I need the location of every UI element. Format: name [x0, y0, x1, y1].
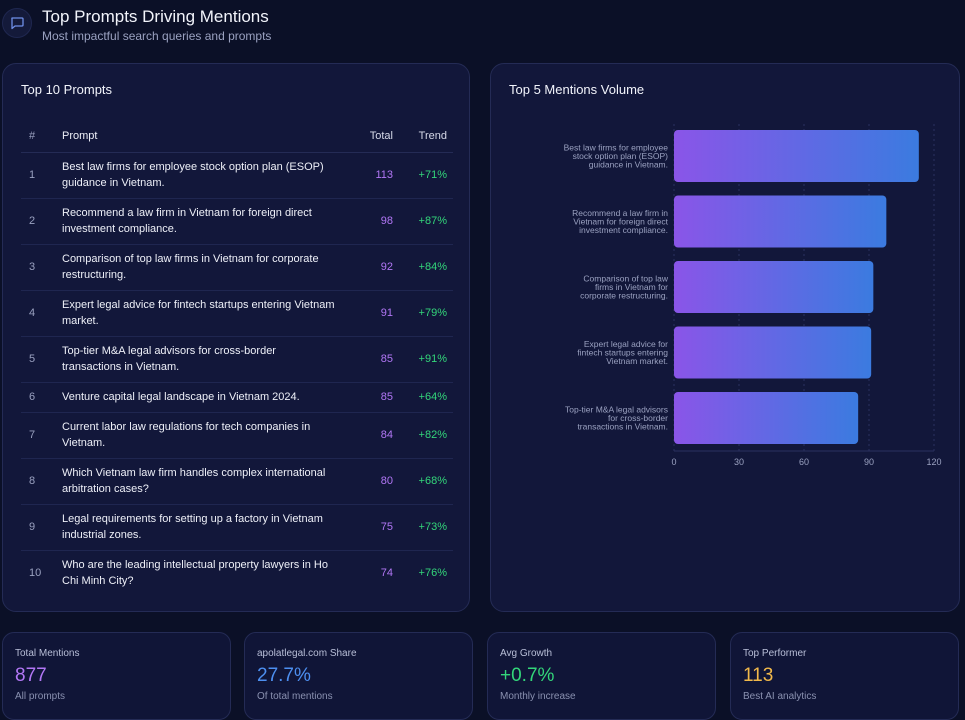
row-rank: 1 [21, 152, 62, 199]
row-rank: 9 [21, 504, 62, 551]
row-prompt: Current labor law regulations for tech c… [62, 412, 344, 459]
column-header-prompt[interactable]: Prompt [62, 120, 344, 153]
row-rank: 10 [29, 567, 42, 580]
row-trend: +73% [393, 504, 453, 551]
table-header-row: # Prompt Total Trend [21, 120, 453, 153]
row-rank: 2 [21, 198, 62, 245]
x-tick-label: 90 [864, 457, 874, 467]
y-category-label: Top-tier M&A legal advisors for cross-bor… [565, 405, 668, 432]
top-prompts-title: Top 10 Prompts [21, 82, 113, 97]
x-tick-label: 120 [926, 457, 941, 467]
row-total: 75 [344, 504, 393, 551]
row-prompt: Comparison of top law firms in Vietnam f… [62, 244, 344, 291]
row-total: 84 [344, 412, 393, 459]
row-total: 85 [344, 382, 393, 413]
card-label: Avg Growth [500, 648, 553, 659]
row-prompt: Which Vietnam law firm handles complex i… [62, 458, 344, 505]
table-row[interactable]: 1 Best law firms for employee stock opti… [21, 152, 453, 199]
row-rank: 7 [21, 412, 62, 459]
column-header-trend[interactable]: Trend [393, 120, 453, 153]
row-trend: +82% [393, 412, 453, 459]
row-rank: 5 [21, 336, 62, 383]
x-tick-label: 60 [799, 457, 809, 467]
table-row[interactable]: 9 Legal requirements for setting up a fa… [21, 504, 453, 551]
card-value: 27.7% [257, 665, 311, 686]
row-total: 98 [344, 198, 393, 245]
bar[interactable] [674, 326, 872, 379]
card-subtext: Best AI analytics [743, 691, 817, 702]
table-row[interactable]: 3 Comparison of top law firms in Vietnam… [21, 244, 453, 291]
card-subtext: All prompts [15, 691, 66, 702]
row-trend: +64% [393, 382, 453, 413]
bar[interactable] [674, 130, 919, 182]
row-trend: +79% [393, 290, 453, 337]
total-mentions-card: Total Mentions 877 All prompts [2, 632, 231, 720]
avg-growth-card: Avg Growth +0.7% Monthly increase [487, 632, 716, 720]
table-row[interactable]: 6 Venture capital legal landscape in Vie… [21, 382, 453, 413]
y-category-label: Expert legal advice for fintech startups … [577, 339, 668, 366]
row-total: 85 [344, 336, 393, 383]
row-trend: +91% [393, 336, 453, 383]
table-row[interactable]: 7 Current labor law regulations for tech… [21, 412, 453, 459]
mentions-volume-title: Top 5 Mentions Volume [509, 82, 645, 97]
row-trend: +84% [393, 244, 453, 291]
row-total: 113 [344, 152, 393, 199]
row-prompt: Who are the leading intellectual propert… [62, 559, 328, 588]
chat-icon [2, 8, 32, 38]
x-tick-label: 30 [734, 457, 744, 467]
row-rank: 8 [21, 458, 62, 505]
row-trend: +87% [393, 198, 453, 245]
row-rank: 3 [21, 244, 62, 291]
row-trend: +76% [418, 567, 447, 580]
mentions-volume-panel: Top 5 Mentions Volume Best law firms for… [490, 63, 960, 612]
top-prompts-table: # Prompt Total Trend 1 Best law firms fo… [21, 120, 453, 596]
column-header-total[interactable]: Total [344, 120, 393, 153]
row-prompt: Top-tier M&A legal advisors for cross-bo… [62, 336, 344, 383]
row-rank: 6 [21, 382, 62, 413]
page-header: Top Prompts Driving Mentions Most impact… [0, 0, 965, 50]
card-label: apolatlegal.com Share [257, 648, 357, 659]
bar[interactable] [674, 195, 887, 248]
card-subtext: Of total mentions [257, 691, 333, 702]
card-subtext: Monthly increase [500, 691, 576, 702]
table-row[interactable]: 8 Which Vietnam law firm handles complex… [21, 458, 453, 505]
card-value: +0.7% [500, 665, 555, 686]
card-label: Top Performer [743, 648, 807, 659]
row-total: 80 [344, 458, 393, 505]
top-performer-card: Top Performer 113 Best AI analytics [730, 632, 959, 720]
share-card: apolatlegal.com Share 27.7% Of total men… [244, 632, 473, 720]
table-row[interactable]: 5 Top-tier M&A legal advisors for cross-… [21, 336, 453, 383]
table-row[interactable]: 10 Who are the leading intellectual prop… [21, 550, 453, 596]
top-prompts-panel: Top 10 Prompts # Prompt Total Trend 1 Be… [2, 63, 470, 612]
page-subtitle: Most impactful search queries and prompt… [42, 29, 272, 43]
table-row[interactable]: 4 Expert legal advice for fintech startu… [21, 290, 453, 337]
row-prompt: Best law firms for employee stock option… [62, 152, 344, 199]
bar[interactable] [674, 392, 859, 444]
card-label: Total Mentions [15, 648, 80, 659]
y-category-label: Recommend a law firm in Vietnam for forei… [572, 208, 669, 235]
card-value: 113 [743, 665, 774, 686]
row-prompt: Venture capital legal landscape in Vietn… [62, 382, 344, 413]
row-prompt: Legal requirements for setting up a fact… [62, 504, 344, 551]
mentions-volume-chart: Best law firms for employee stock option … [564, 124, 942, 467]
x-tick-label: 0 [671, 457, 676, 467]
summary-cards: Total Mentions 877 All prompts apolatleg… [0, 632, 965, 720]
row-rank: 4 [21, 290, 62, 337]
row-prompt: Expert legal advice for fintech startups… [62, 290, 344, 337]
y-category-label: Comparison of top law firms in Vietnam fo… [580, 274, 669, 301]
row-total: 74 [380, 567, 393, 580]
page-title: Top Prompts Driving Mentions [42, 7, 269, 26]
row-trend: +71% [393, 152, 453, 199]
row-total: 91 [344, 290, 393, 337]
row-prompt: Recommend a law firm in Vietnam for fore… [62, 198, 344, 245]
card-value: 877 [15, 665, 47, 686]
column-header-rank[interactable]: # [21, 120, 62, 153]
y-category-label: Best law firms for employee stock option … [564, 143, 669, 170]
table-row[interactable]: 2 Recommend a law firm in Vietnam for fo… [21, 198, 453, 245]
bar[interactable] [674, 261, 874, 313]
row-trend: +68% [393, 458, 453, 505]
row-total: 92 [344, 244, 393, 291]
